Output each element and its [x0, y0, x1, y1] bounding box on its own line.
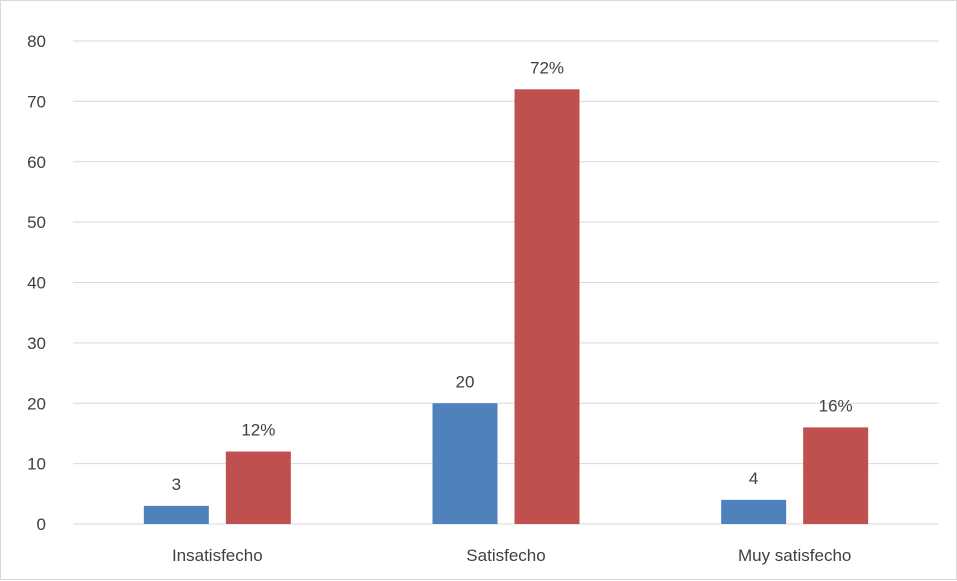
y-tick-label: 70: [27, 92, 46, 111]
x-category-label: Muy satisfecho: [738, 546, 851, 565]
bar-series2-muy-satisfecho: [803, 427, 869, 524]
bar-series1-muy-satisfecho: [721, 499, 787, 524]
data-label-series2: 12%: [241, 421, 275, 440]
y-tick-label: 60: [27, 153, 46, 172]
y-tick-label: 40: [27, 274, 46, 293]
y-tick-label: 30: [27, 334, 46, 353]
bar-series2-insatisfecho: [225, 451, 291, 524]
y-tick-label: 50: [27, 213, 46, 232]
bars: [143, 89, 869, 525]
bar-series1-satisfecho: [432, 403, 498, 524]
bar-series1-insatisfecho: [143, 505, 209, 524]
data-label-series2: 16%: [819, 396, 853, 415]
x-category-label: Insatisfecho: [172, 546, 263, 565]
x-category-label: Satisfecho: [466, 546, 545, 565]
data-labels: 3 12% 20 72% 4 16%: [172, 58, 853, 494]
x-axis-category-labels: Insatisfecho Satisfecho Muy satisfecho: [172, 546, 851, 565]
y-tick-label: 10: [27, 455, 46, 474]
data-label-series1: 4: [749, 469, 758, 488]
data-label-series1: 3: [172, 475, 181, 494]
y-axis-tick-labels: 0 10 20 30 40 50 60 70 80: [27, 32, 46, 534]
y-tick-label: 20: [27, 394, 46, 413]
gridlines: [73, 40, 939, 525]
data-label-series1: 20: [456, 372, 475, 391]
data-label-series2: 72%: [530, 58, 564, 77]
y-tick-label: 0: [37, 515, 46, 534]
bar-series2-satisfecho: [514, 89, 580, 525]
y-tick-label: 80: [27, 32, 46, 51]
